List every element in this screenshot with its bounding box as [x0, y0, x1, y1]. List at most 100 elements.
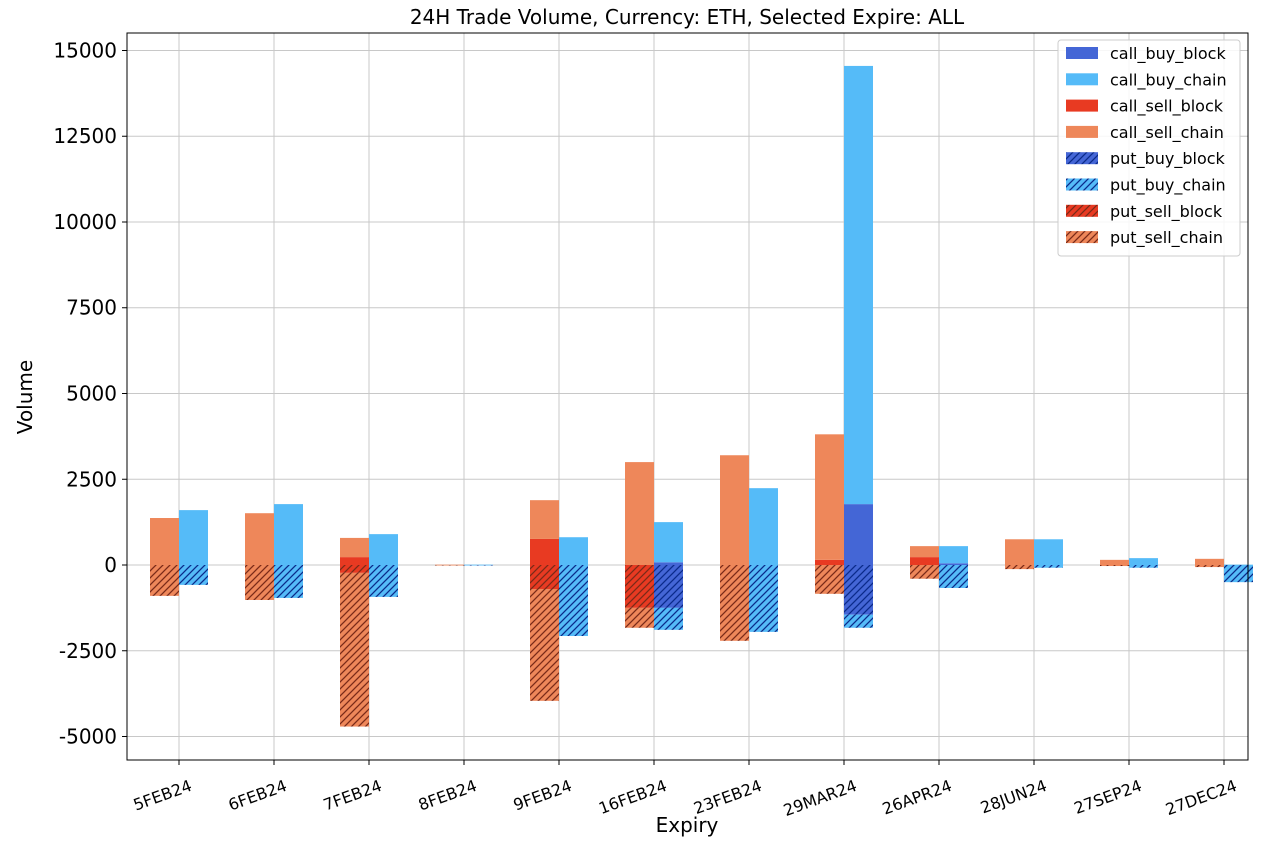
bar-call_sell_chain: [910, 546, 939, 558]
bar-put_sell_chain: [720, 565, 749, 641]
bar-put_sell_chain: [910, 565, 939, 579]
bar-call_sell_chain: [1005, 539, 1034, 566]
y-tick-label: 2500: [66, 467, 117, 491]
bar-put_sell_chain: [1100, 565, 1129, 567]
x-tick-label: 26APR24: [880, 776, 955, 819]
bar-put_buy_chain: [274, 565, 303, 598]
bar-call_buy_chain: [369, 534, 398, 566]
bar-put_sell_chain: [1195, 565, 1224, 568]
bar-put_buy_block: [654, 565, 683, 608]
legend-label: put_buy_chain: [1110, 176, 1226, 196]
bar-put_sell_chain: [530, 589, 559, 701]
legend: call_buy_block call_buy_chain call_sell_bl…: [1057, 39, 1241, 257]
bar-put_sell_block: [625, 565, 654, 608]
legend-swatch: [1066, 178, 1098, 191]
bar-put_sell_chain: [150, 565, 179, 596]
y-tick-label: 0: [104, 553, 117, 577]
x-tick-label: 6FEB24: [226, 776, 290, 815]
legend-swatch: [1066, 231, 1098, 244]
x-tick-label: 7FEB24: [321, 776, 385, 815]
bar-call_sell_chain: [720, 455, 749, 566]
legend-swatch: [1066, 73, 1098, 86]
legend-label: put_buy_block: [1110, 149, 1226, 169]
y-tick-label: -5000: [59, 725, 117, 749]
y-ticks: -5000 -2500 0 2500 5000 7500 10000 12500 15000: [53, 38, 127, 749]
bar-call_buy_block: [844, 504, 873, 566]
bar-call_sell_block: [910, 557, 939, 566]
legend-label: call_sell_chain: [1110, 123, 1224, 143]
bar-call_buy_chain: [1034, 539, 1063, 566]
bar-call_buy_chain: [749, 488, 778, 566]
legend-label: call_buy_chain: [1110, 70, 1227, 90]
bar-call_buy_chain: [654, 522, 683, 563]
legend-label: put_sell_chain: [1110, 228, 1223, 248]
bar-put_sell_chain: [815, 565, 844, 594]
bar-put_buy_chain: [1224, 565, 1253, 583]
bar-call_buy_chain: [179, 510, 208, 566]
bar-put_buy_chain: [654, 607, 683, 630]
chart-title: 24H Trade Volume, Currency: ETH, Selecte…: [410, 5, 965, 29]
y-tick-label: 5000: [66, 381, 117, 405]
bar-call_sell_chain: [1100, 559, 1129, 566]
bar-put_buy_chain: [559, 565, 588, 637]
y-axis-label: Volume: [13, 360, 37, 434]
legend-label: put_sell_block: [1110, 202, 1223, 222]
y-tick-label: -2500: [59, 639, 117, 663]
x-tick-label: 9FEB24: [511, 776, 575, 815]
bars: [150, 65, 1253, 727]
bar-put_buy_chain: [1034, 565, 1063, 568]
bar-call_buy_chain: [274, 504, 303, 566]
bar-put_sell_block: [340, 565, 369, 573]
bar-call_sell_chain: [625, 462, 654, 566]
x-axis-label: Expiry: [656, 813, 719, 837]
bar-call_sell_chain: [815, 434, 844, 560]
legend-swatch: [1066, 99, 1098, 112]
x-tick-label: 28JUN24: [978, 776, 1049, 817]
bar-call_sell_chain: [245, 513, 274, 566]
legend-swatch: [1066, 125, 1098, 138]
bar-put_buy_chain: [1129, 565, 1158, 568]
x-tick-label: 16FEB24: [596, 776, 669, 818]
bar-call_buy_chain: [1129, 558, 1158, 566]
bar-put_sell_chain: [245, 565, 274, 600]
x-tick-label: 5FEB24: [131, 776, 195, 815]
bar-put_buy_chain: [749, 565, 778, 632]
y-tick-label: 7500: [66, 296, 117, 320]
bar-call_sell_chain: [435, 564, 464, 566]
x-ticks: 5FEB24 6FEB24 7FEB24 8FEB24 9FEB24 16FEB24 23F…: [131, 760, 1239, 820]
legend-swatch: [1066, 47, 1098, 59]
bar-call_buy_chain: [559, 537, 588, 566]
bar-call_buy_block: [654, 562, 683, 566]
bar-put_sell_chain: [340, 572, 369, 727]
legend-swatch: [1066, 152, 1098, 165]
x-tick-label: 8FEB24: [416, 776, 480, 815]
bar-put_sell_chain: [1005, 565, 1034, 570]
bar-call_sell_chain: [1195, 558, 1224, 566]
bar-call_sell_block: [815, 559, 844, 566]
y-tick-label: 15000: [53, 38, 117, 62]
bar-call_sell_block: [340, 557, 369, 566]
legend-label: call_buy_block: [1110, 44, 1226, 64]
bar-call_sell_chain: [530, 500, 559, 539]
bar-call_buy_block: [939, 563, 968, 566]
bar-put_buy_chain: [179, 565, 208, 585]
legend-label: call_sell_block: [1110, 97, 1224, 117]
bar-call_buy_chain: [844, 65, 873, 505]
bar-put_sell_chain: [625, 607, 654, 628]
bar-call_sell_chain: [150, 518, 179, 566]
y-tick-label: 12500: [53, 124, 117, 148]
plot-frame: [126, 32, 1249, 761]
x-tick-label: 23FEB24: [691, 776, 764, 818]
bar-put_buy_chain: [369, 565, 398, 597]
legend-box: [1057, 39, 1241, 257]
bar-put_buy_chain: [464, 565, 493, 566]
bar-call_buy_chain: [464, 564, 493, 566]
y-tick-label: 10000: [53, 210, 117, 234]
bar-put_buy_chain: [939, 565, 968, 588]
bar-put_buy_block: [844, 565, 873, 615]
x-tick-label: 27DEC24: [1163, 776, 1239, 819]
bar-put_sell_chain: [435, 565, 464, 566]
bar-call_buy_chain: [939, 546, 968, 564]
legend-swatch: [1066, 204, 1098, 217]
